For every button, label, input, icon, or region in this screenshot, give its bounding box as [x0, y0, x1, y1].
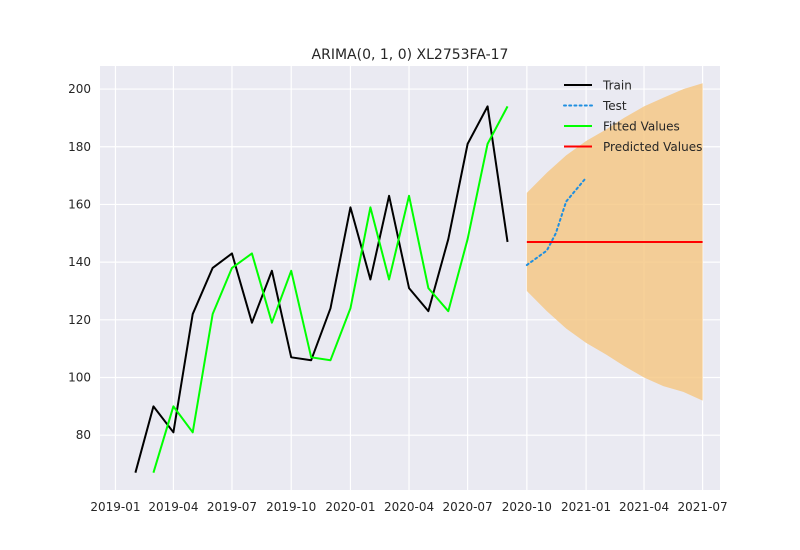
y-tick-label: 200: [68, 82, 91, 96]
chart-title: ARIMA(0, 1, 0) XL2753FA-17: [312, 47, 509, 63]
predicted-legend-label: Predicted Values: [603, 140, 702, 154]
x-tick-label: 2020-01: [325, 500, 375, 514]
x-tick-label: 2019-10: [266, 500, 316, 514]
x-tick-label: 2021-01: [561, 500, 611, 514]
fitted-legend-label: Fitted Values: [603, 120, 680, 134]
y-tick-label: 140: [68, 255, 91, 269]
y-axis-ticks: 80 100 120 140 160 180 200: [68, 82, 91, 442]
y-tick-label: 80: [76, 428, 91, 442]
x-tick-label: 2019-01: [90, 500, 140, 514]
x-axis-ticks: 2019-01 2019-04 2019-07 2019-10 2020-01 2020-…: [90, 500, 727, 514]
legend: Train Test Fitted Values Predicted Values: [563, 79, 702, 154]
x-tick-label: 2019-04: [148, 500, 198, 514]
series-layer: [134, 105, 703, 473]
x-tick-label: 2020-04: [384, 500, 434, 514]
y-tick-label: 100: [68, 371, 91, 385]
y-tick-label: 180: [68, 140, 91, 154]
y-tick-label: 160: [68, 197, 91, 211]
test-series-line: [525, 177, 587, 267]
x-tick-label: 2020-07: [443, 500, 493, 514]
x-tick-label: 2020-10: [502, 500, 552, 514]
train-legend-label: Train: [602, 79, 632, 93]
train-series-line: [134, 105, 509, 473]
fitted-series-line: [152, 105, 509, 473]
y-tick-label: 120: [68, 313, 91, 327]
test-legend-label: Test: [602, 99, 627, 113]
x-tick-label: 2021-04: [619, 500, 669, 514]
x-tick-label: 2019-07: [207, 500, 257, 514]
x-tick-label: 2021-07: [678, 500, 728, 514]
